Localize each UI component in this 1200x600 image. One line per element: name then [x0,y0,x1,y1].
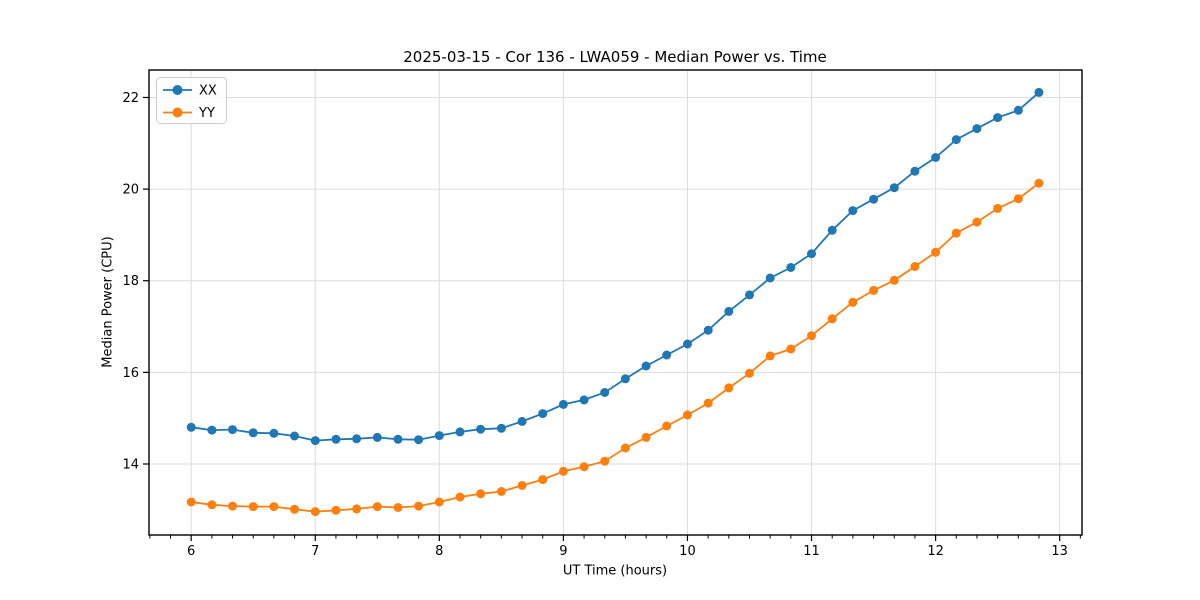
y-tick-label: 22 [122,91,139,106]
y-axis-label: Median Power (CPU) [100,236,116,368]
x-axis: 6 7 8 9 10 11 12 13 [187,535,1068,559]
x-tick-label: 8 [435,544,443,559]
x-tick-label: 9 [559,544,567,559]
chart-title: 2025-03-15 - Cor 136 - LWA059 - Median P… [403,48,827,66]
y-axis: 14 16 18 20 22 [122,91,149,472]
x-tick-label: 6 [187,544,195,559]
x-tick-label: 7 [311,544,319,559]
series-YY [186,178,1044,517]
legend-marker-XX [172,85,183,95]
x-tick-label: 12 [927,544,944,559]
gridlines [149,70,1082,535]
x-tick-label: 10 [679,544,696,559]
plot-border [148,69,1083,536]
y-tick-label: 16 [122,366,139,381]
y-tick-label: 14 [122,457,139,472]
series-YY-line [191,182,1040,513]
legend-label-XX: XX [199,84,217,99]
series-YY-markers [186,178,1044,517]
legend: XX YY [156,77,227,124]
legend-marker-YY [172,107,183,118]
series-XX-markers [186,87,1044,446]
y-tick-label: 20 [122,183,139,198]
x-axis-label: UT Time (hours) [562,563,668,579]
x-tick-label: 11 [803,544,820,559]
y-tick-label: 18 [122,274,139,289]
x-tick-label: 13 [1051,544,1068,559]
legend-label-YY: YY [198,106,215,121]
x-minor-ticks [149,535,1081,539]
series-XX [186,87,1044,446]
